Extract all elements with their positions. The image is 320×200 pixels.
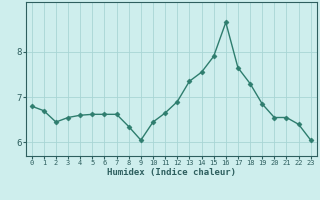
- X-axis label: Humidex (Indice chaleur): Humidex (Indice chaleur): [107, 168, 236, 177]
